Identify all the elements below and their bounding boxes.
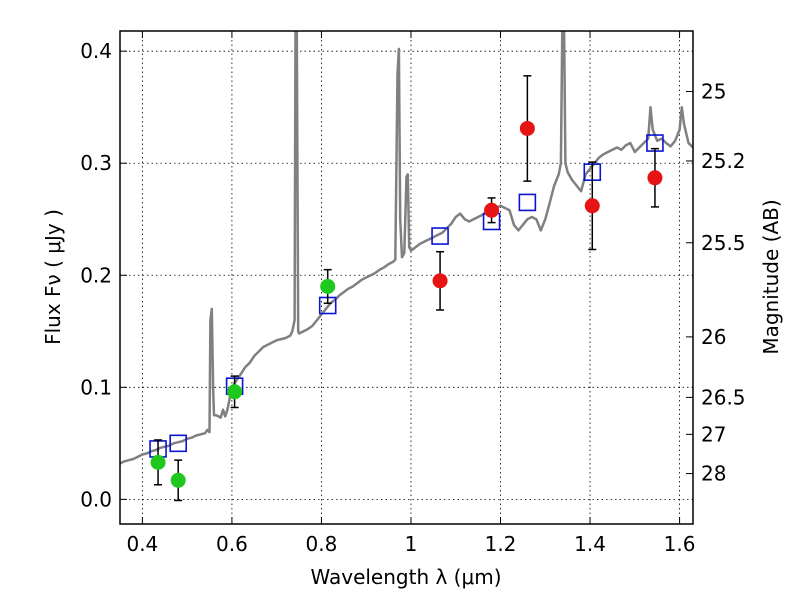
y2-tick-label: 28 xyxy=(701,462,726,486)
y-axis-label: Flux Fν ( μJy ) xyxy=(41,209,65,345)
nir-photometry-point xyxy=(432,273,448,289)
y-tick-label: 0.2 xyxy=(80,263,112,287)
nir-photometry-point xyxy=(484,202,500,218)
model-photometry-square xyxy=(431,227,449,245)
x-tick-label: 1.6 xyxy=(664,532,696,556)
x-tick-label: 1 xyxy=(405,532,418,556)
plot-area xyxy=(120,31,693,502)
optical-photometry-point xyxy=(150,454,166,470)
nir-photometry-point xyxy=(584,198,600,214)
y-tick-label: 0.3 xyxy=(80,151,112,175)
plot-frame xyxy=(119,30,694,525)
nir-photometry-point xyxy=(519,120,535,136)
y2-tick-label: 25.2 xyxy=(701,149,746,173)
axis-ticks: 0.4 0.6 0.8 1 1.2 1.4 1.6 0.0 0.1 0.2 0.3 0.4 25 25.2… xyxy=(80,31,746,556)
optical-photometry-point xyxy=(320,278,336,294)
y-tick-label: 0.0 xyxy=(80,487,112,511)
y2-tick-label: 26.5 xyxy=(701,385,746,409)
model-photometry-square xyxy=(518,193,537,212)
x-axis-label: Wavelength λ (μm) xyxy=(310,565,501,589)
x-tick-label: 1.4 xyxy=(574,532,606,556)
optical-photometry-point xyxy=(170,472,186,488)
y2-tick-label: 25 xyxy=(701,80,726,104)
nir-photometry-point xyxy=(647,170,663,186)
model-photometry-square xyxy=(169,434,187,453)
y-tick-label: 0.1 xyxy=(80,375,112,399)
model-spectrum-line xyxy=(120,31,693,465)
y-tick-label: 0.4 xyxy=(80,39,112,63)
y2-tick-label: 26 xyxy=(701,325,726,349)
x-tick-label: 0.4 xyxy=(126,532,158,556)
y2-tick-label: 25.5 xyxy=(701,231,746,255)
y2-tick-label: 27 xyxy=(701,422,726,446)
x-tick-label: 0.8 xyxy=(306,532,338,556)
x-tick-label: 0.6 xyxy=(216,532,248,556)
x-tick-label: 1.2 xyxy=(485,532,517,556)
grid-lines xyxy=(120,31,693,524)
y2-axis-label: Magnitude (AB) xyxy=(759,199,783,354)
optical-photometry-point xyxy=(227,384,243,400)
